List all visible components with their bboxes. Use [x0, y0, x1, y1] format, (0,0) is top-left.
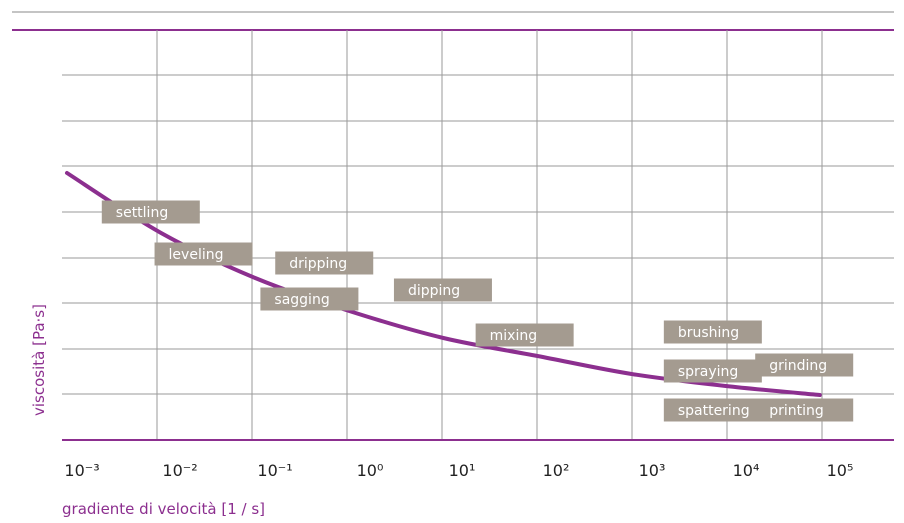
- x-axis-label: gradiente di velocità [1 / s]: [62, 500, 265, 518]
- annotation-printing: printing: [755, 398, 854, 422]
- x-tick-label: 10¹: [449, 461, 476, 480]
- annotation-box: [101, 200, 200, 224]
- annotation-spraying: spraying: [663, 359, 762, 383]
- annotation-box: [260, 287, 359, 311]
- annotation-mixing: mixing: [475, 323, 574, 347]
- annotation-label: brushing: [678, 325, 739, 341]
- annotation-label: dipping: [408, 283, 460, 299]
- annotation-label: sagging: [274, 292, 329, 308]
- annotation-dripping: dripping: [275, 251, 374, 275]
- annotation-box: [663, 359, 762, 383]
- x-tick-label: 10⁻²: [162, 461, 197, 480]
- annotation-dipping: dipping: [393, 278, 492, 302]
- x-tick-label: 10³: [639, 461, 666, 480]
- x-tick-label: 10²: [543, 461, 570, 480]
- x-tick-label: 10⁴: [733, 461, 760, 480]
- annotation-sagging: sagging: [260, 287, 359, 311]
- x-tick-label: 10⁻¹: [257, 461, 292, 480]
- annotation-leveling: leveling: [154, 242, 253, 266]
- annotation-label: settling: [116, 205, 168, 221]
- annotation-box: [475, 323, 574, 347]
- annotation-box: [393, 278, 492, 302]
- x-tick-label: 10⁻³: [64, 461, 99, 480]
- annotation-brushing: brushing: [663, 320, 762, 344]
- grid: [62, 30, 894, 441]
- annotation-box: [275, 251, 374, 275]
- annotation-label: spraying: [678, 364, 738, 380]
- annotation-box: [663, 320, 762, 344]
- annotation-settling: settling: [101, 200, 200, 224]
- annotation-box: [154, 242, 253, 266]
- annotation-box: [663, 398, 762, 422]
- x-tick-label: 10⁵: [827, 461, 854, 480]
- annotation-label: grinding: [769, 358, 827, 374]
- annotation-label: spattering: [678, 403, 750, 419]
- annotation-box: [755, 398, 854, 422]
- annotation-label: mixing: [490, 328, 537, 344]
- annotation-grinding: grinding: [755, 353, 854, 377]
- x-tick-label: 10⁰: [357, 461, 384, 480]
- annotation-spattering: spattering: [663, 398, 762, 422]
- annotation-box: [755, 353, 854, 377]
- y-axis-label: viscosità [Pa·s]: [30, 304, 48, 416]
- annotation-label: dripping: [289, 256, 347, 272]
- annotation-label: leveling: [169, 247, 224, 263]
- annotation-label: printing: [769, 403, 824, 419]
